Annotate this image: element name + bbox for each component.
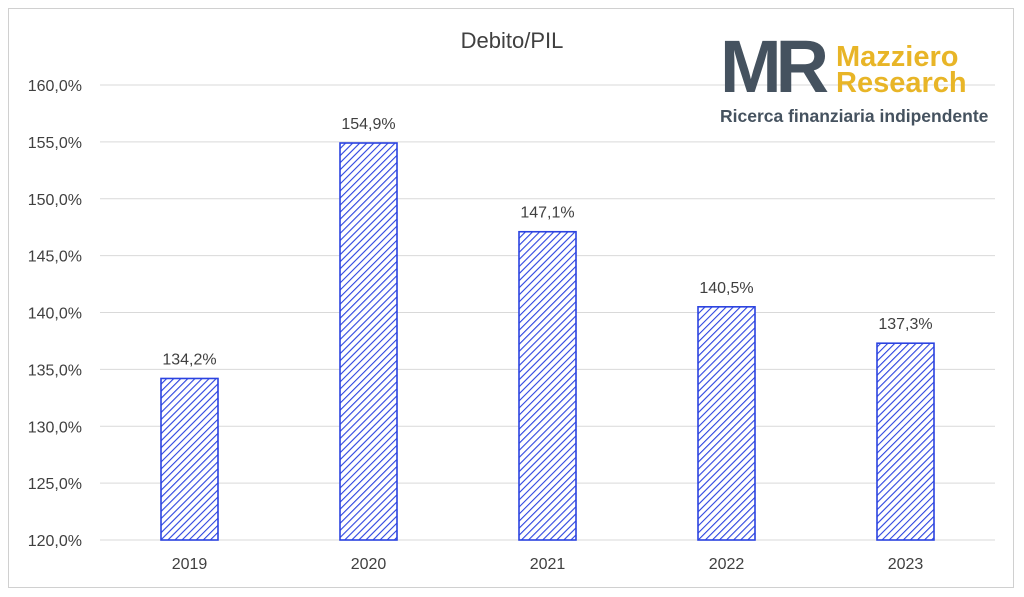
logo-name-line2: Research [836,67,967,99]
bar-2019 [160,377,219,541]
y-tick-label: 120,0% [28,533,82,550]
x-tick-label-2022: 2022 [709,556,745,573]
x-tick-label-2023: 2023 [888,556,924,573]
bar-2023 [876,342,935,541]
y-tick-label: 155,0% [28,135,82,152]
x-tick-label-2019: 2019 [172,556,208,573]
data-label-2022: 140,5% [699,280,753,297]
data-labels: 134,2% 154,9% 147,1% 140,5% 137,3% [162,116,932,368]
logo-mark: MR [720,25,829,108]
chart-title: Debito/PIL [461,28,564,53]
y-axis-ticks: 120,0% 125,0% 130,0% 135,0% 140,0% 145,0% 150,… [28,78,82,550]
mazziero-research-logo: MR Mazziero Research Ricerca finanziaria… [720,30,990,130]
y-tick-label: 160,0% [28,78,82,95]
logo-name-line1: Mazziero [836,41,959,73]
logo-name: Mazziero Research [836,41,967,99]
bar-2021 [518,230,577,541]
y-tick-label: 150,0% [28,192,82,209]
y-tick-label: 140,0% [28,306,82,323]
y-tick-label: 130,0% [28,419,82,436]
x-axis-ticks: 2019 2020 2021 2022 2023 [172,556,924,573]
logo-tagline: Ricerca finanziaria indipendente [720,106,989,126]
y-tick-label: 125,0% [28,476,82,493]
data-label-2023: 137,3% [878,316,932,333]
bar-2022 [697,306,756,541]
x-tick-label-2020: 2020 [351,556,387,573]
data-label-2020: 154,9% [341,116,395,133]
data-label-2019: 134,2% [162,351,216,368]
y-tick-label: 145,0% [28,249,82,266]
bar-2020 [339,142,398,541]
x-tick-label-2021: 2021 [530,556,566,573]
data-label-2021: 147,1% [520,205,574,222]
y-tick-label: 135,0% [28,362,82,379]
bars [160,142,935,541]
